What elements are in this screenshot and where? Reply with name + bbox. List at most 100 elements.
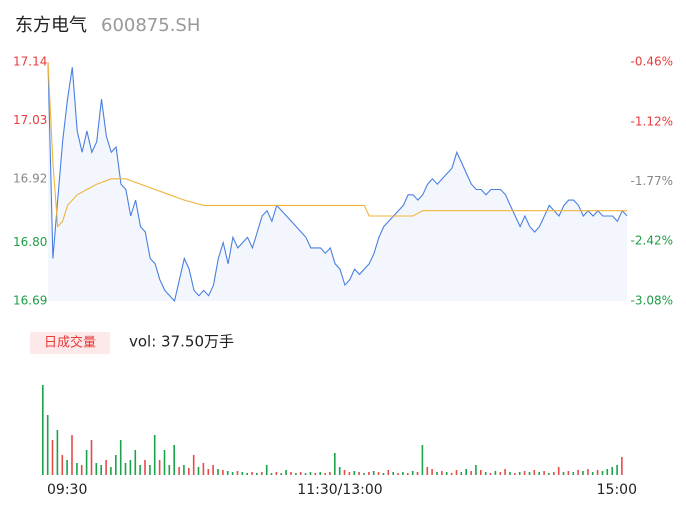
volume-bar: [421, 445, 424, 475]
volume-bar: [572, 472, 575, 475]
volume-bar: [324, 473, 326, 475]
volume-bar: [202, 463, 205, 475]
volume-bar: [416, 472, 419, 475]
volume-bar: [270, 473, 273, 475]
volume-bar: [465, 469, 467, 475]
volume-bar: [358, 472, 360, 475]
volume-bar: [275, 472, 278, 475]
volume-title: 日成交量: [44, 335, 96, 351]
volume-bar: [450, 473, 453, 475]
volume-bar: [343, 470, 346, 475]
volume-bar: [251, 472, 253, 475]
volume-bar: [523, 471, 526, 475]
volume-bar: [616, 465, 618, 475]
volume-bar: [484, 472, 487, 475]
volume-bar: [548, 473, 550, 475]
volume-bar: [71, 435, 73, 475]
y2-tick-label: -1.77%: [631, 174, 673, 188]
volume-bar: [606, 469, 609, 475]
volume-bar: [460, 472, 463, 475]
volume-bar: [611, 467, 613, 475]
volume-total: vol: 37.50万手: [129, 333, 234, 351]
volume-bar: [363, 473, 365, 475]
volume-bar: [411, 471, 414, 475]
volume-bar: [100, 465, 102, 475]
volume-bar: [562, 472, 565, 475]
volume-bar: [334, 453, 336, 475]
volume-bar: [129, 460, 132, 475]
volume-bar: [407, 473, 409, 475]
volume-tag: [30, 332, 110, 354]
volume-bar: [518, 472, 521, 475]
volume-bar: [56, 430, 59, 475]
volume-bar: [285, 470, 287, 475]
volume-bar: [470, 471, 472, 475]
volume-bar: [42, 385, 44, 475]
volume-bar: [236, 471, 239, 475]
volume-bar: [197, 467, 200, 475]
volume-bar: [231, 472, 234, 475]
price-line: [47, 61, 628, 303]
volume-bar: [499, 472, 502, 475]
volume-bar: [441, 471, 443, 475]
volume-bar: [226, 471, 229, 475]
volume-bar: [533, 470, 536, 475]
chart-title: 东方电气: [15, 15, 87, 36]
volume-bar: [494, 471, 497, 475]
volume-bar: [353, 471, 356, 475]
volume-bar: [110, 467, 112, 475]
volume-bar: [377, 472, 380, 475]
volume-bar: [489, 473, 492, 475]
volume-bar: [290, 472, 292, 475]
volume-bar: [246, 473, 248, 475]
volume-bar: [295, 473, 297, 475]
volume-bar: [509, 472, 511, 475]
volume-bar: [426, 467, 429, 475]
volume-bar: [76, 463, 78, 475]
volume-bar: [621, 457, 623, 475]
volume-bar: [61, 455, 64, 475]
volume-bar: [329, 472, 331, 475]
x-tick-label: 09:30: [47, 482, 87, 498]
volume-bar: [90, 440, 93, 475]
volume-bar: [445, 472, 448, 475]
volume-bar: [514, 473, 516, 475]
chart-subtitle: 600875.SH: [101, 15, 200, 36]
volume-bar: [587, 469, 589, 475]
volume-bar: [567, 471, 570, 475]
volume-bar: [51, 440, 54, 475]
volume-bar: [368, 472, 370, 475]
volume-bar: [46, 415, 49, 475]
volume-bar: [80, 465, 83, 475]
volume-bar: [299, 472, 302, 475]
volume-bar: [256, 473, 258, 475]
volume-bar: [95, 463, 98, 475]
volume-bar: [192, 455, 195, 475]
volume-bar: [397, 473, 399, 475]
volume-bar: [591, 472, 594, 475]
volume-bar: [348, 472, 351, 475]
volume-bar: [217, 469, 219, 475]
y2-tick-label: -2.42%: [631, 233, 673, 247]
x-tick-label: 11:30/13:00: [297, 482, 382, 498]
volume-bar: [338, 467, 341, 475]
y-tick-label: 16.80: [13, 235, 47, 249]
x-tick-label: 15:00: [597, 482, 637, 498]
y-tick-label: 16.69: [13, 294, 47, 308]
volume-bar: [475, 465, 477, 475]
volume-bar: [163, 450, 166, 475]
volume-bar: [504, 469, 506, 475]
volume-bar: [149, 465, 151, 475]
volume-bar: [372, 471, 375, 475]
volume-bar: [553, 472, 555, 475]
volume-bar: [382, 473, 385, 475]
volume-bar: [134, 450, 137, 475]
average-line: [47, 61, 628, 228]
volume-bar: [144, 460, 146, 475]
volume-bar: [528, 472, 531, 475]
y2-tick-label: -3.08%: [631, 294, 673, 308]
volume-bar: [183, 465, 185, 475]
volume-bar: [178, 467, 180, 475]
volume-bar: [212, 465, 214, 475]
volume-bar: [207, 469, 210, 475]
